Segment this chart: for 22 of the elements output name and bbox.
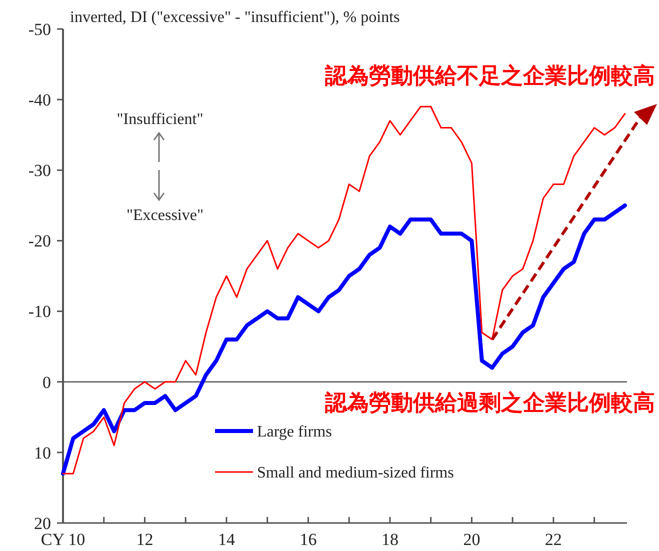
y-tick-label: -10 (28, 302, 51, 322)
legend-label: Large firms (257, 424, 332, 441)
annotation: "Excessive" (126, 207, 204, 224)
x-tick-label: 22 (544, 530, 562, 549)
x-tick-label: CY 10 (40, 530, 86, 549)
x-tick-label: 12 (136, 530, 154, 549)
annotation: 認為勞動供給不足之企業比例較高 (324, 63, 655, 88)
annotation: "Insufficient" (116, 111, 204, 128)
x-tick-label: 14 (218, 530, 236, 549)
y-tick-label: 20 (34, 514, 51, 533)
y-axis-title: inverted, DI ("excessive" - "insufficient"), % points (70, 9, 400, 26)
x-tick-label: 16 (300, 530, 317, 549)
legend-label: Small and medium-sized firms (257, 464, 454, 482)
y-tick-label: 10 (34, 443, 51, 462)
y-tick-label: 0 (42, 372, 51, 392)
y-tick-label: -30 (28, 161, 51, 180)
y-tick-label: -50 (28, 20, 51, 39)
x-tick-label: 18 (381, 530, 398, 549)
y-tick-label: -40 (28, 90, 51, 110)
x-tick-label: 20 (463, 530, 480, 549)
y-tick-label: -20 (28, 232, 51, 251)
annotation: 認為勞動供給過剩之企業比例較高 (324, 390, 655, 415)
